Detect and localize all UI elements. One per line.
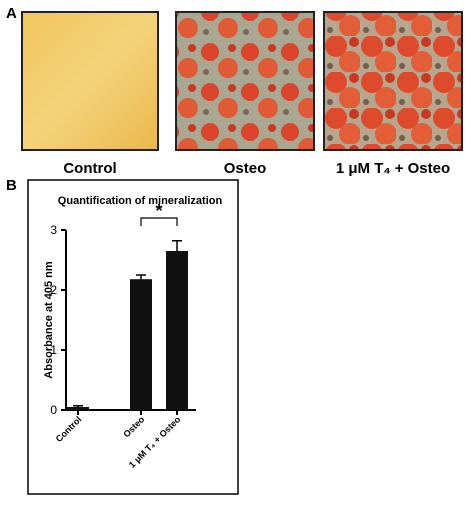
panel-label: A [6, 5, 17, 22]
error-bar [172, 240, 182, 251]
micrograph [175, 11, 315, 151]
significance-bracket [140, 217, 178, 226]
error-bar [73, 405, 83, 407]
image-caption: 1 μM T₄ + Osteo [336, 160, 450, 177]
micrograph [21, 11, 159, 151]
y-tick-label: 2 [50, 283, 57, 297]
y-axis-label: Absorbance at 405 nm [43, 261, 55, 379]
panel-label: B [6, 177, 17, 194]
x-tick-label: Control [54, 414, 84, 444]
bar [166, 251, 188, 410]
micrograph [323, 11, 463, 151]
chart-frame [27, 179, 239, 495]
bar [67, 407, 89, 410]
bar [130, 279, 152, 410]
image-caption: Osteo [224, 160, 267, 177]
image-caption: Control [63, 160, 116, 177]
x-tick-label: Osteo [121, 414, 146, 439]
y-tick-label: 3 [50, 223, 57, 237]
error-bar [136, 274, 146, 280]
annotation: * [155, 201, 162, 221]
chart-title: Quantification of mineralization [58, 195, 223, 207]
y-tick-label: 0 [50, 403, 57, 417]
y-tick-label: 1 [50, 343, 57, 357]
